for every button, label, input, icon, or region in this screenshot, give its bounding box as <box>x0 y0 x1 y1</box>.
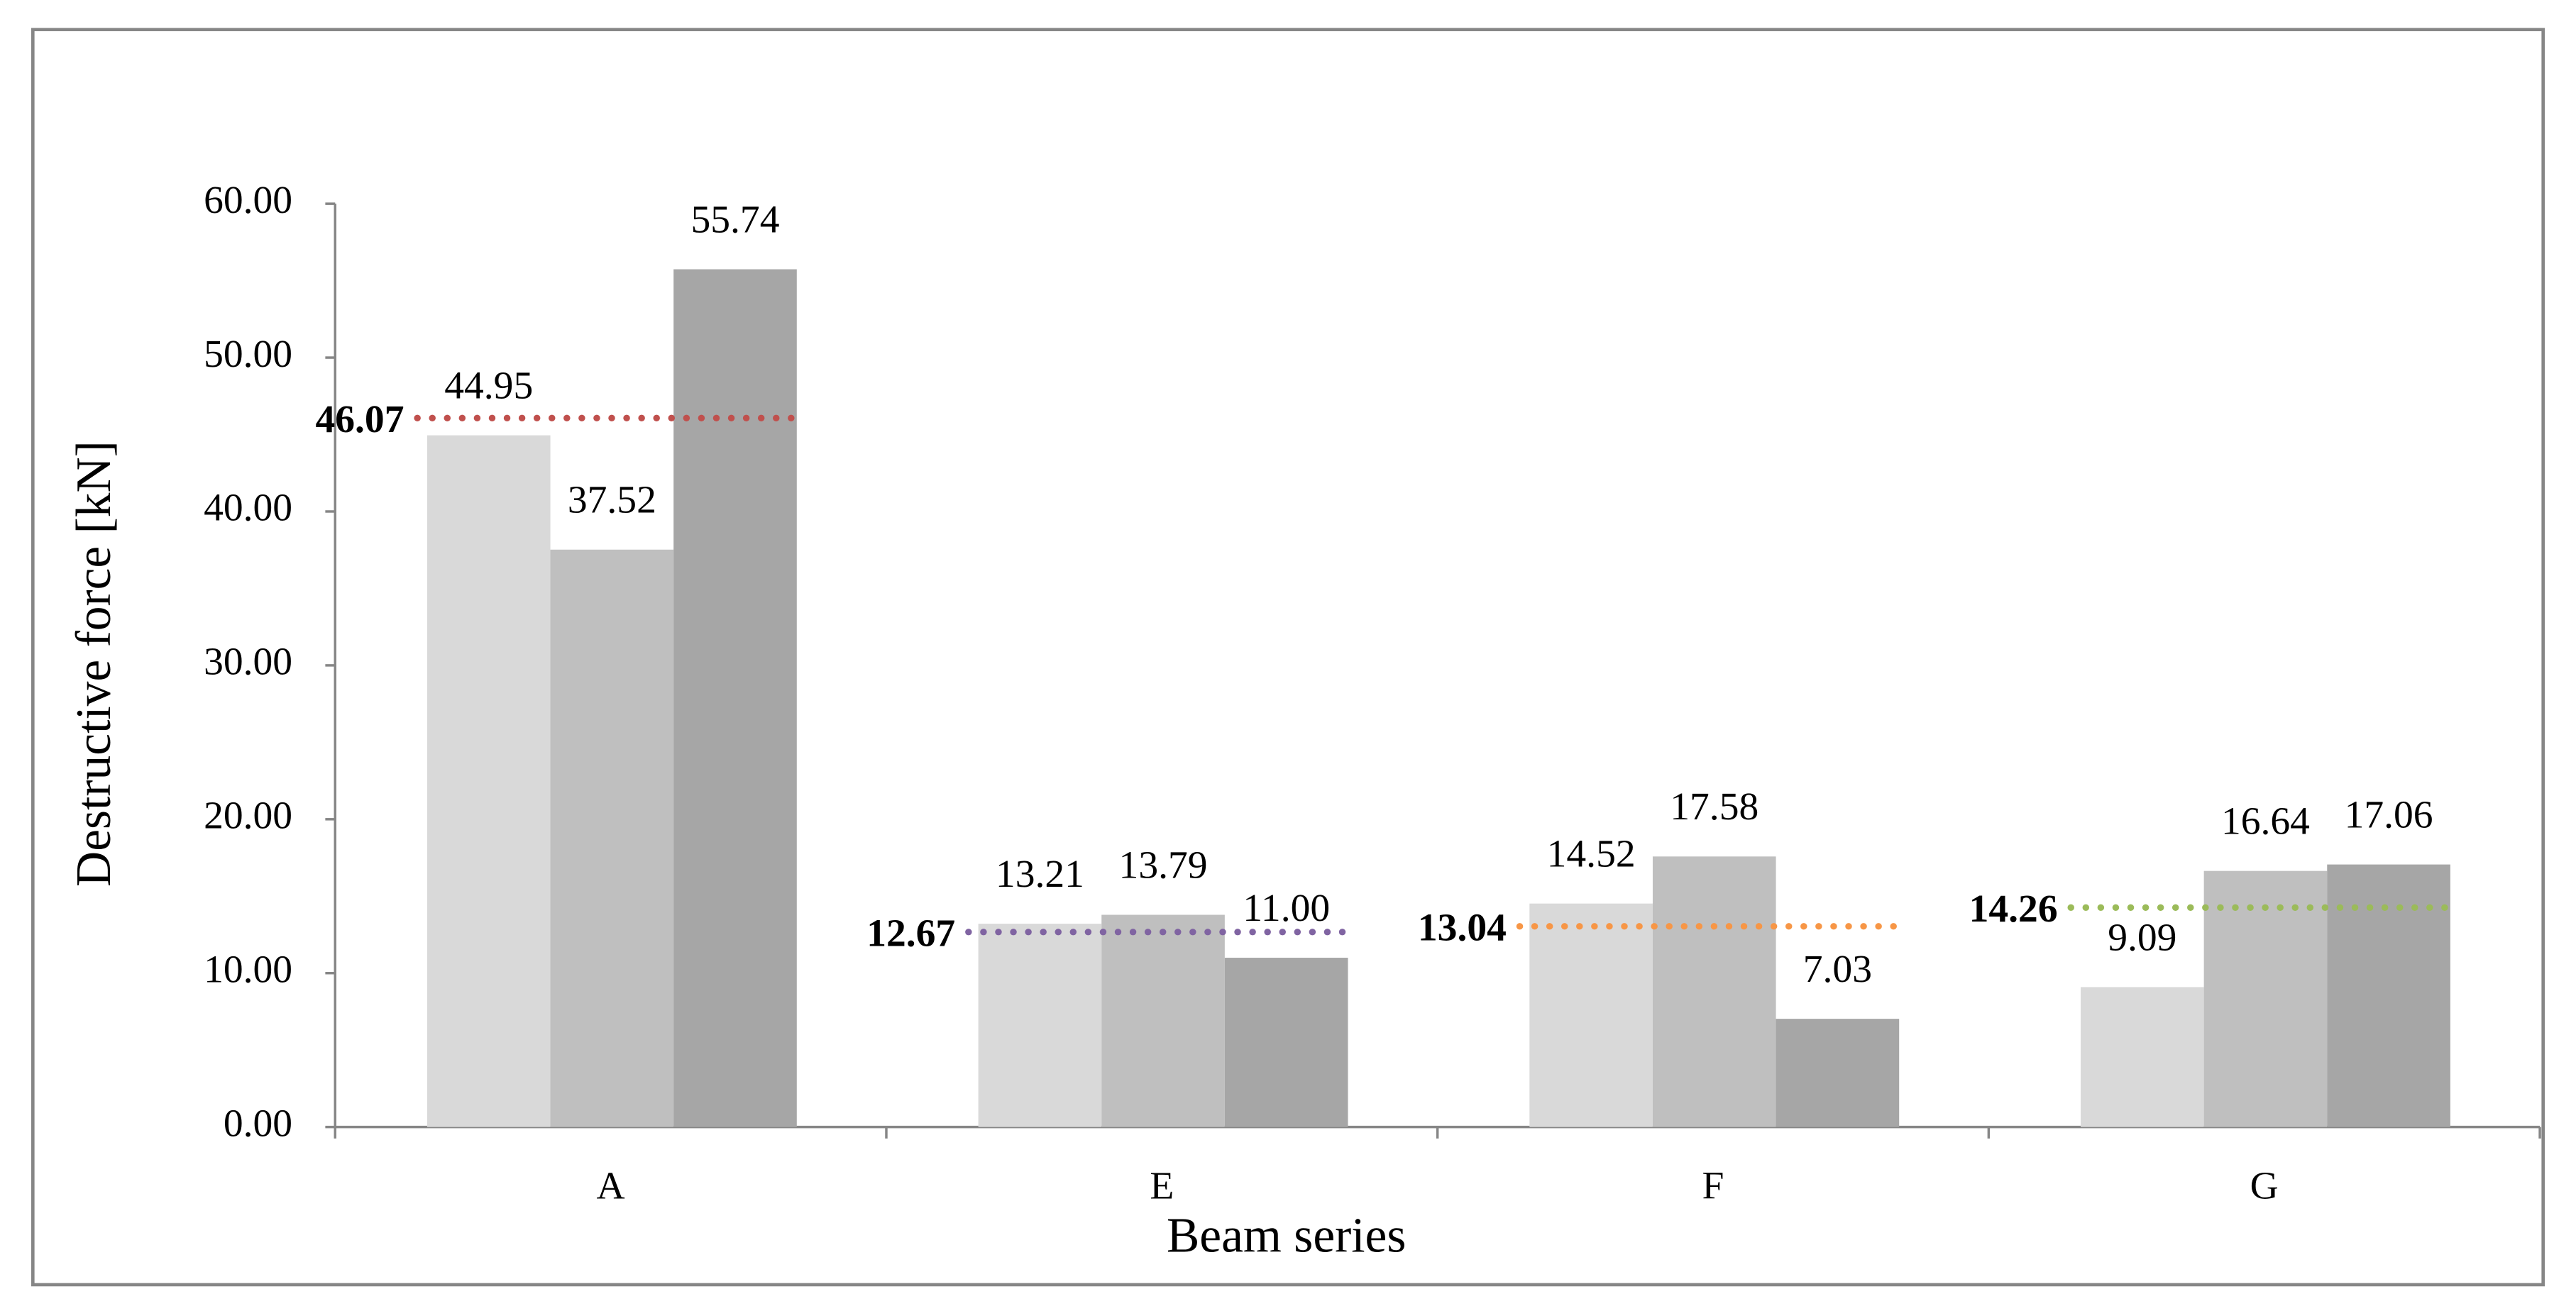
y-tick-label: 30.00 <box>204 640 292 684</box>
x-tick-label: A <box>597 1163 625 1207</box>
value-label: 7.03 <box>1803 947 1872 991</box>
value-label: 11.00 <box>1243 886 1330 930</box>
value-label: 14.52 <box>1547 832 1636 876</box>
y-tick-label: 40.00 <box>204 486 292 530</box>
value-label: 13.21 <box>996 852 1084 896</box>
average-label: 13.04 <box>1418 905 1507 949</box>
bar <box>978 924 1102 1127</box>
bar <box>550 549 674 1127</box>
bar <box>1652 856 1776 1127</box>
value-label: 17.06 <box>2345 792 2433 836</box>
bar <box>2081 987 2204 1127</box>
y-tick-label: 10.00 <box>204 947 292 991</box>
value-label: 17.58 <box>1670 785 1758 829</box>
y-tick-label: 60.00 <box>204 178 292 222</box>
average-label: 14.26 <box>1969 887 2058 931</box>
bar <box>2327 864 2450 1127</box>
x-tick-label: F <box>1702 1163 1724 1207</box>
average-label: 46.07 <box>316 397 404 441</box>
value-label: 13.79 <box>1119 843 1208 887</box>
x-tick-label: E <box>1150 1163 1174 1207</box>
x-tick-label: G <box>2250 1163 2279 1207</box>
value-label: 9.09 <box>2108 915 2176 959</box>
bar <box>673 269 797 1127</box>
bar <box>426 435 551 1127</box>
bar <box>2203 870 2328 1127</box>
y-tick-label: 0.00 <box>224 1101 292 1145</box>
value-label: 55.74 <box>690 197 779 241</box>
value-label: 37.52 <box>568 478 656 522</box>
x-axis-title: Beam series <box>1167 1208 1406 1263</box>
y-tick-label: 20.00 <box>204 794 292 838</box>
bar <box>1224 958 1348 1127</box>
value-label: 16.64 <box>2221 800 2310 843</box>
bar <box>1776 1019 1900 1127</box>
bar <box>1529 903 1653 1127</box>
average-label: 12.67 <box>866 911 955 955</box>
bar <box>1101 914 1225 1127</box>
value-label: 44.95 <box>444 364 533 408</box>
y-axis-title: Destructive force [kN] <box>67 441 121 887</box>
y-tick-label: 50.00 <box>204 332 292 376</box>
